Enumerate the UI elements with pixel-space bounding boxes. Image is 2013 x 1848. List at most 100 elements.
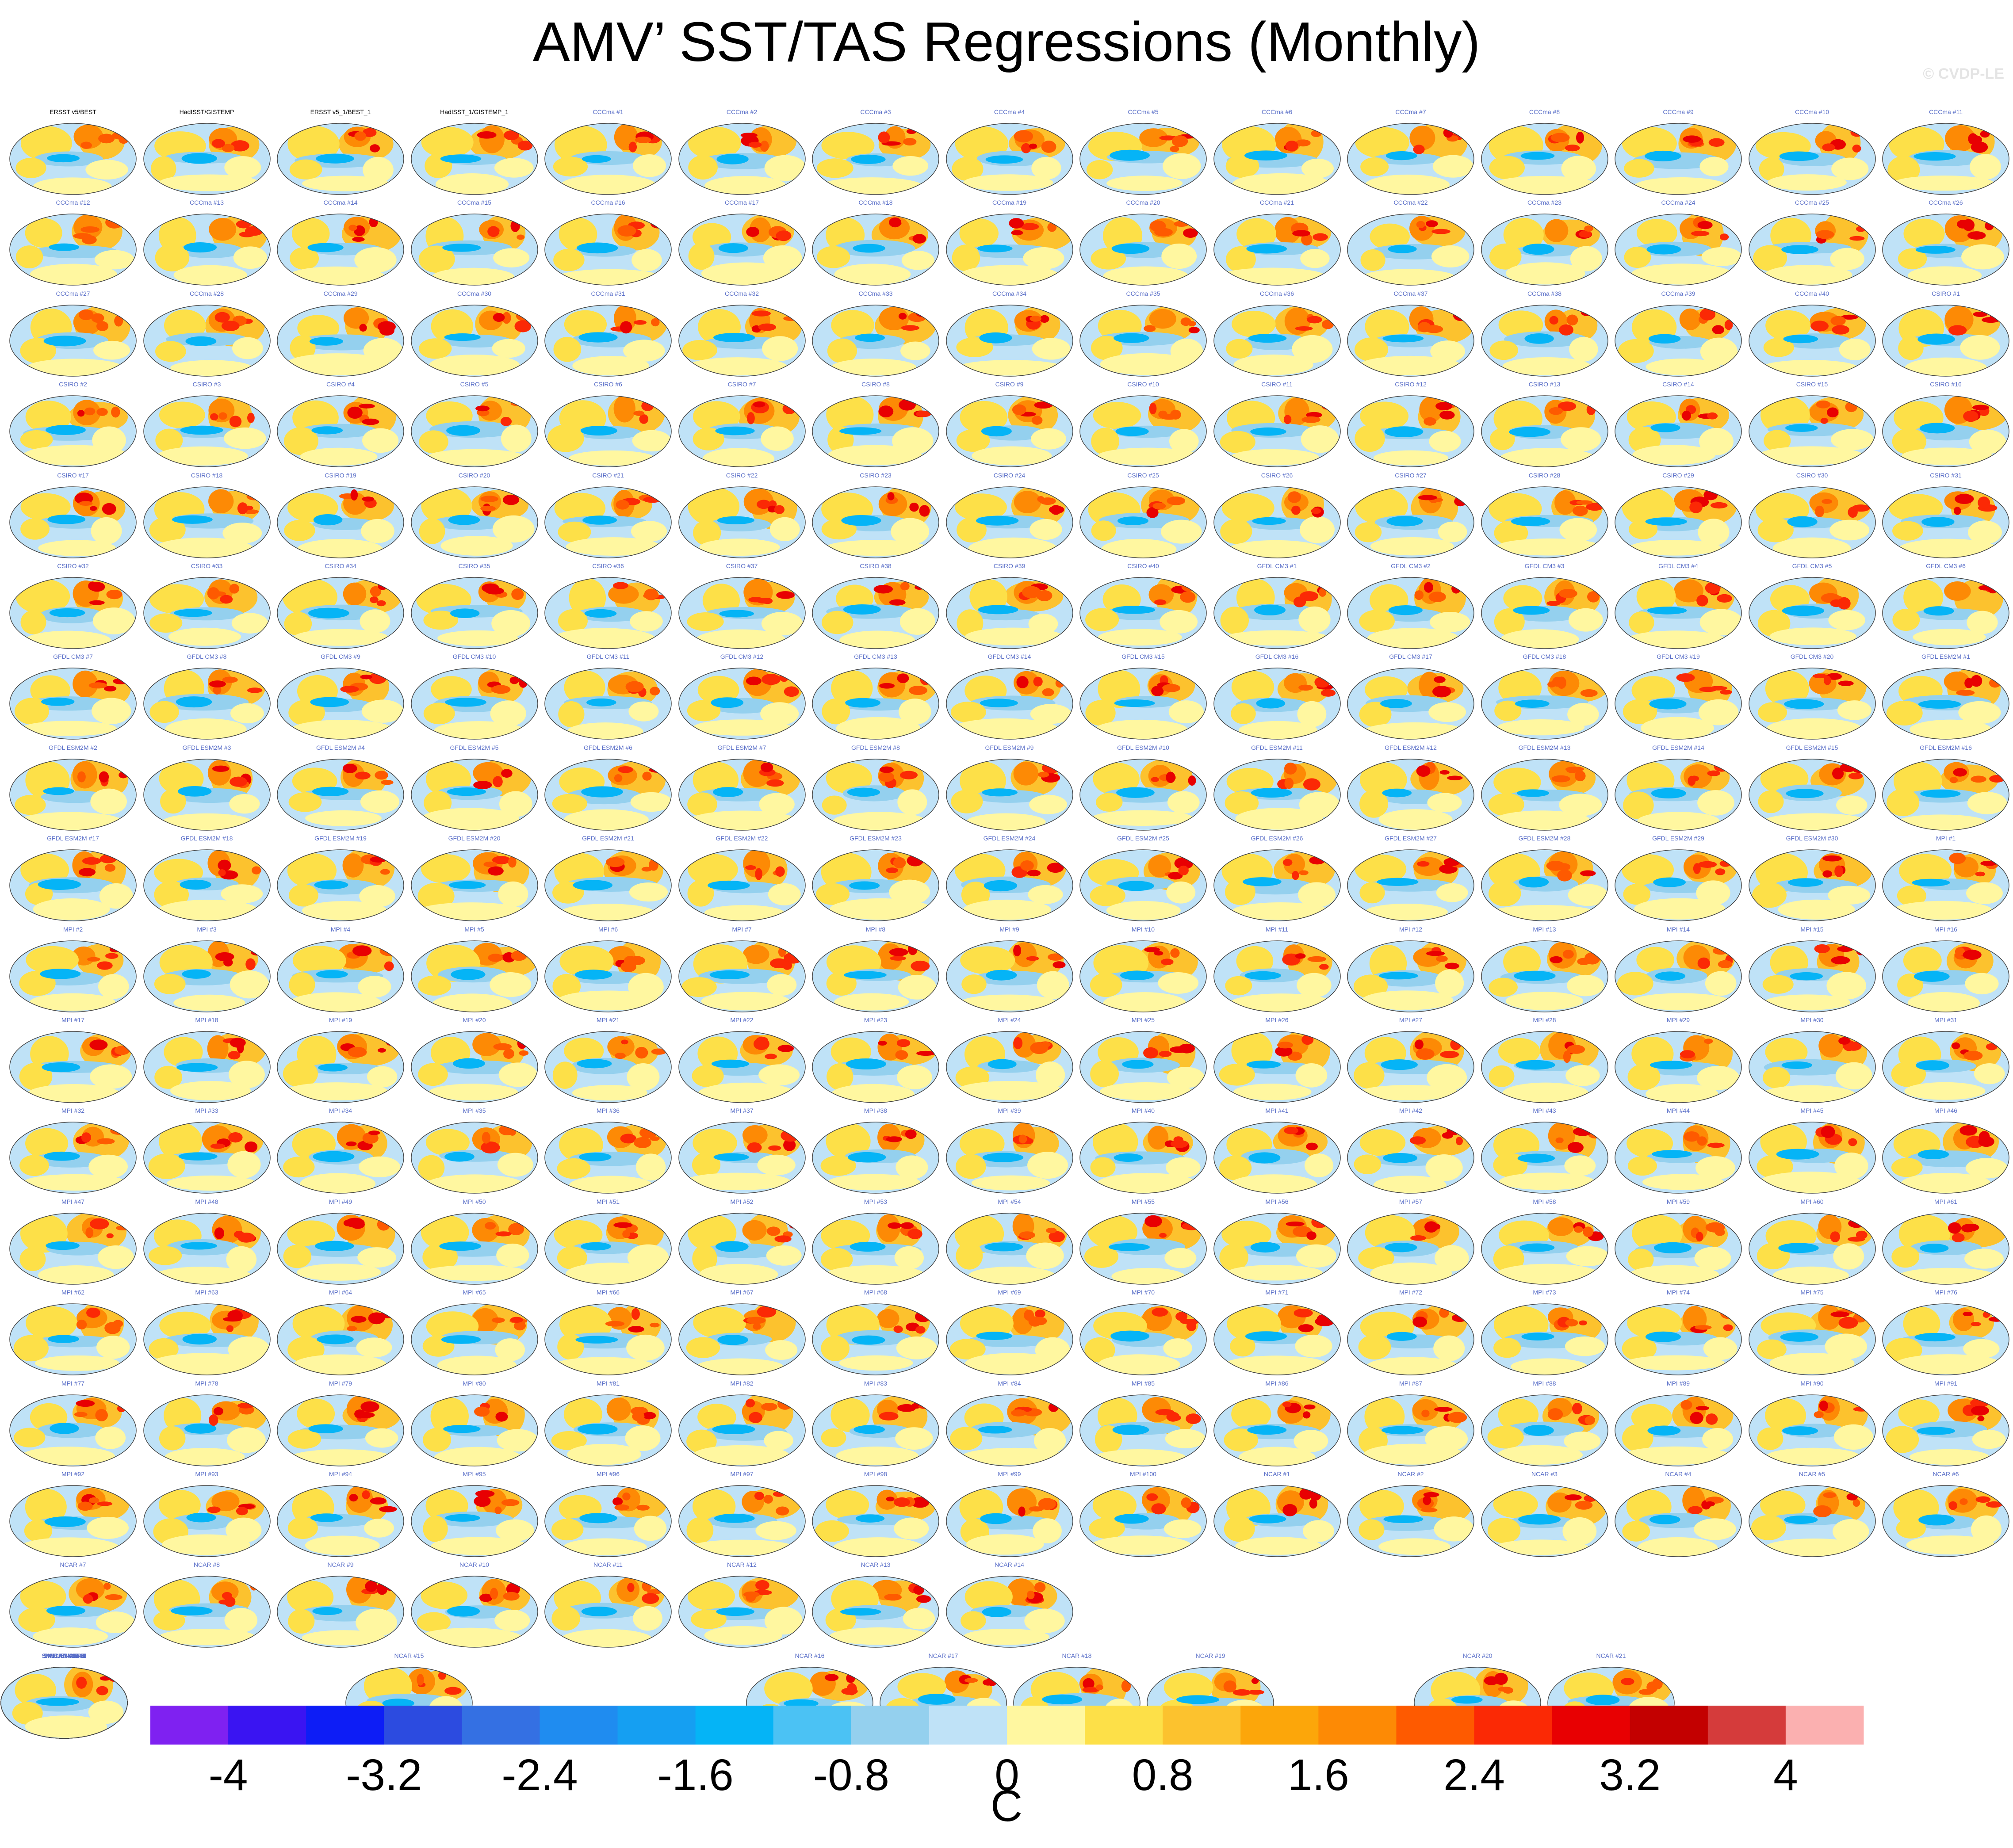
panel-map <box>544 668 672 740</box>
panel-model-label: GFDL CM3 #1 <box>1257 562 1297 569</box>
regression-panel: CCCma #21 <box>1213 199 1341 286</box>
panel-map <box>410 759 538 831</box>
regression-panel: CCCma #9 <box>1614 108 1742 195</box>
panel-model-label: CSIRO #12 <box>1395 381 1427 388</box>
regression-panel: MPI #68 <box>811 1289 940 1376</box>
panel-map <box>678 486 806 558</box>
panel-map <box>1882 123 2009 195</box>
regression-panel: CSIRO #14 <box>1614 381 1742 468</box>
panel-model-label: MPI #99 <box>998 1470 1021 1478</box>
panel-model-label: MPI #28 <box>1533 1016 1556 1023</box>
regression-panel: MPI #40 <box>1079 1107 1207 1194</box>
panel-model-label: GFDL CM3 #20 <box>1790 653 1834 661</box>
panel-map <box>1213 1485 1341 1557</box>
panel-model-label: MPI #94 <box>329 1470 352 1478</box>
panel-model-label: NCAR #31 <box>49 1652 79 1659</box>
regression-panel: CSIRO #19 <box>276 472 405 559</box>
panel-model-label: GFDL ESM2M #29 <box>1652 835 1704 842</box>
regression-panel: GFDL ESM2M #5 <box>410 744 539 831</box>
regression-panel: MPI #48 <box>143 1198 271 1285</box>
panel-map <box>945 1122 1073 1194</box>
panel-model-label: GFDL ESM2M #27 <box>1385 835 1437 842</box>
colorbar-tick-label: 0.8 <box>1132 1750 1194 1800</box>
regression-panel: CCCma #5 <box>1079 108 1207 195</box>
panel-map <box>544 395 672 467</box>
regression-panel: MPI #22 <box>678 1016 806 1103</box>
panel-model-label: CSIRO #20 <box>458 471 490 479</box>
panel-model-label: MPI #16 <box>1934 925 1958 933</box>
panel-map <box>143 123 271 195</box>
panel-map <box>277 1485 404 1557</box>
colorbar-swatch <box>1474 1706 1553 1745</box>
regression-panel: CCCma #7 <box>1347 108 1475 195</box>
panel-model-label: CCCma #9 <box>1663 108 1694 115</box>
panel-map <box>1882 1122 2009 1194</box>
panel-map <box>277 395 404 467</box>
regression-panel: CCCma #20 <box>1079 199 1207 286</box>
panel-model-label: CSIRO #29 <box>1662 471 1694 479</box>
panel-model-label: CSIRO #39 <box>993 562 1026 569</box>
panel-model-label: CSIRO #27 <box>1395 471 1427 479</box>
panel-map <box>9 486 137 558</box>
regression-panel: MPI #83 <box>811 1380 940 1467</box>
panel-map <box>945 759 1073 831</box>
regression-panel: CSIRO #30 <box>1748 472 1876 559</box>
panel-model-label: MPI #27 <box>1399 1016 1423 1023</box>
panel-map <box>812 668 939 740</box>
panel-map <box>1748 1303 1876 1375</box>
regression-panel: MPI #97 <box>678 1470 806 1558</box>
regression-panel: MPI #11 <box>1213 926 1341 1013</box>
panel-model-label: CCCma #25 <box>1795 199 1829 206</box>
regression-panel: CSIRO #27 <box>1347 472 1475 559</box>
panel-model-label: NCAR #20 <box>1462 1652 1493 1659</box>
panel-model-label: ERSST v5/BEST <box>50 108 96 115</box>
panel-map <box>1615 305 1742 377</box>
panel-model-label: CSIRO #7 <box>727 381 756 388</box>
panel-map <box>1882 940 2009 1012</box>
panel-model-label: NCAR #10 <box>459 1561 489 1569</box>
regression-panel: MPI #53 <box>811 1198 940 1285</box>
panel-model-label: MPI #34 <box>329 1107 352 1115</box>
panel-map <box>678 1394 806 1466</box>
panel-map <box>1213 668 1341 740</box>
panel-map <box>1615 1303 1742 1375</box>
colorbar-tick-label: -3.2 <box>346 1750 422 1800</box>
panel-map <box>1481 395 1608 467</box>
colorbar-tick-label: 4 <box>1773 1750 1798 1800</box>
panel-model-label: NCAR #18 <box>1062 1652 1092 1659</box>
panel-model-label: NCAR #22 <box>49 1652 79 1659</box>
regression-panel: GFDL CM3 #20 <box>1748 653 1876 740</box>
watermark: © CVDP-LE <box>1923 65 2004 82</box>
regression-panel: CSIRO #11 <box>1213 381 1341 468</box>
regression-panel: GFDL ESM2M #9 <box>945 744 1074 831</box>
regression-panel: MPI #2 <box>9 926 137 1013</box>
regression-panel: CCCma #31 <box>544 290 672 377</box>
panel-map <box>812 940 939 1012</box>
regression-panel: CCCma #6 <box>1213 108 1341 195</box>
panel-map <box>678 1031 806 1103</box>
panel-map <box>1748 759 1876 831</box>
regression-panel: CSIRO #40 <box>1079 562 1207 649</box>
regression-panel: MPI #92 <box>9 1470 137 1558</box>
panel-map <box>9 577 137 649</box>
regression-panel: CCCma #8 <box>1481 108 1609 195</box>
panel-model-label: GFDL ESM2M #25 <box>1117 835 1169 842</box>
panel-map <box>277 1576 404 1648</box>
panel-model-label: MPI #23 <box>864 1016 888 1023</box>
panel-model-label: MPI #81 <box>596 1379 620 1387</box>
panel-map <box>1481 123 1608 195</box>
panel-model-label: CCCma #35 <box>1126 290 1160 297</box>
panel-model-label: CCCma #37 <box>1393 290 1428 297</box>
regression-panel: CSIRO #26 <box>1213 472 1341 559</box>
regression-panel: MPI #88 <box>1481 1380 1609 1467</box>
panel-map <box>277 214 404 286</box>
panel-map <box>9 759 137 831</box>
regression-panel: GFDL CM3 #18 <box>1481 653 1609 740</box>
panel-map <box>143 759 271 831</box>
regression-panel: MPI #55 <box>1079 1198 1207 1285</box>
regression-panel: MPI #95 <box>410 1470 539 1558</box>
panel-map <box>1615 395 1742 467</box>
panel-map <box>143 1394 271 1466</box>
panel-map <box>410 305 538 377</box>
colorbar-swatch <box>1240 1706 1319 1745</box>
